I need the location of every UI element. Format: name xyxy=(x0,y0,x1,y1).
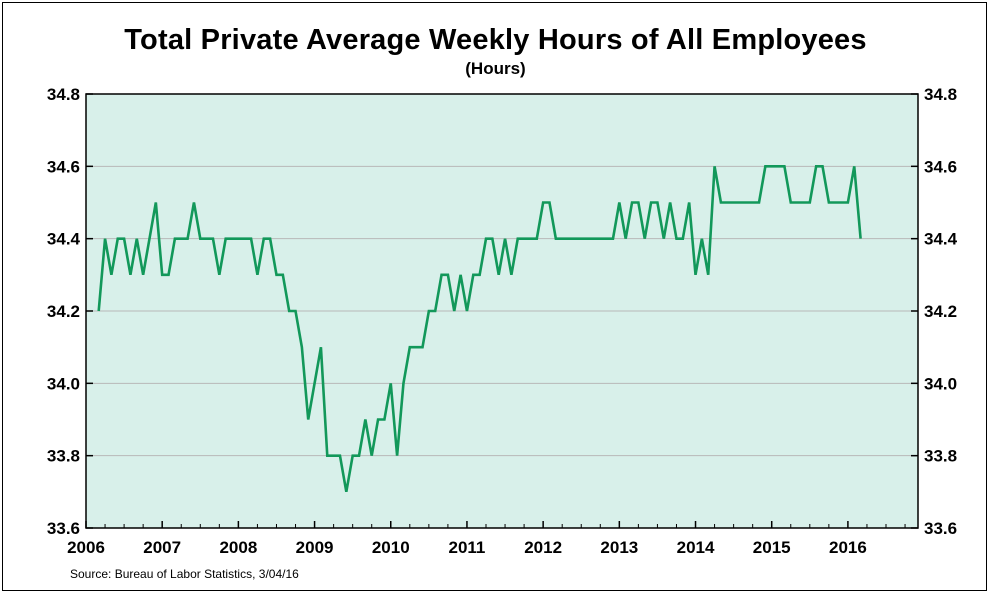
x-tick-label: 2014 xyxy=(677,538,715,557)
y-tick-label-right: 34.8 xyxy=(924,85,957,104)
y-tick-label-left: 34.0 xyxy=(47,374,80,393)
x-tick-label: 2007 xyxy=(143,538,181,557)
y-tick-label-right: 34.6 xyxy=(924,157,957,176)
y-tick-label-right: 33.6 xyxy=(924,519,957,538)
axis-ticks xyxy=(85,93,918,529)
x-tick-label: 2009 xyxy=(296,538,334,557)
y-tick-label-left: 33.8 xyxy=(47,447,80,466)
y-tick-label-left: 34.8 xyxy=(47,85,80,104)
x-tick-label: 2013 xyxy=(600,538,638,557)
y-tick-label-left: 34.6 xyxy=(47,157,80,176)
y-tick-label-left: 34.2 xyxy=(47,302,80,321)
series-line xyxy=(97,165,862,493)
x-tick-label: 2011 xyxy=(449,538,486,557)
gridlines xyxy=(86,165,918,457)
y-tick-label-right: 34.2 xyxy=(924,302,957,321)
x-tick-label: 2016 xyxy=(829,538,867,557)
series-layer xyxy=(97,165,862,493)
y-tick-label-left: 34.4 xyxy=(47,230,81,249)
y-tick-label-right: 34.4 xyxy=(924,230,958,249)
x-tick-label: 2008 xyxy=(219,538,257,557)
x-tick-label: 2006 xyxy=(67,538,105,557)
source-note: Source: Bureau of Labor Statistics, 3/04… xyxy=(70,567,299,581)
axis-labels: 33.6 33.6 33.8 33.8 34.0 34.0 34.2 34.2 34.4 34.4… xyxy=(47,85,958,557)
y-tick-label-right: 33.8 xyxy=(924,447,957,466)
y-tick-label-left: 33.6 xyxy=(47,519,80,538)
y-tick-label-right: 34.0 xyxy=(924,374,957,393)
chart-title: Total Private Average Weekly Hours of Al… xyxy=(124,24,867,56)
x-tick-label: 2012 xyxy=(524,538,562,557)
x-tick-label: 2010 xyxy=(372,538,410,557)
chart-subtitle: (Hours) xyxy=(465,59,526,78)
x-tick-label: 2015 xyxy=(753,538,791,557)
